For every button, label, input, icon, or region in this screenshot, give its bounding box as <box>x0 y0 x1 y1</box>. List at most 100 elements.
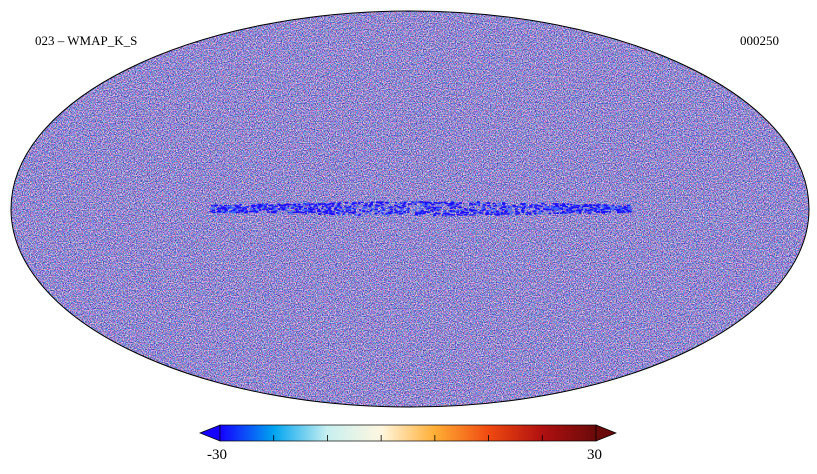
galactic-plane-pixel <box>449 210 453 212</box>
galactic-plane-pixel <box>486 202 491 204</box>
galactic-plane-pixel <box>328 212 333 215</box>
galactic-plane-pixel <box>564 205 568 208</box>
galactic-plane-pixel <box>407 209 409 211</box>
galactic-plane-pixel <box>473 209 478 212</box>
galactic-plane-pixel <box>394 201 398 204</box>
galactic-plane-pixel <box>379 209 384 212</box>
galactic-plane-pixel <box>449 214 453 216</box>
galactic-plane-pixel <box>273 207 277 209</box>
galactic-plane-pixel <box>447 204 450 207</box>
galactic-plane-pixel <box>213 205 217 207</box>
galactic-plane-pixel <box>460 210 465 213</box>
galactic-plane-pixel <box>228 206 231 209</box>
galactic-plane-pixel <box>448 203 453 205</box>
galactic-plane-pixel <box>506 205 510 207</box>
galactic-plane-pixel <box>244 211 248 214</box>
galactic-plane-pixel <box>325 206 328 209</box>
galactic-plane-pixel <box>402 203 406 205</box>
galactic-plane-pixel <box>442 204 445 206</box>
galactic-plane-pixel <box>253 211 256 214</box>
galactic-plane-pixel <box>375 210 378 212</box>
galactic-plane-pixel <box>601 208 605 211</box>
galactic-plane-pixel <box>315 207 319 210</box>
galactic-plane-pixel <box>521 204 525 206</box>
mollweide-sky-map <box>10 10 810 408</box>
galactic-plane-pixel <box>403 211 407 213</box>
galactic-plane-pixel <box>529 212 532 214</box>
galactic-plane-pixel <box>237 205 240 208</box>
galactic-plane-pixel <box>250 208 253 210</box>
galactic-plane-pixel <box>457 206 461 208</box>
galactic-plane-pixel <box>263 208 266 210</box>
galactic-plane-pixel <box>251 204 255 206</box>
galactic-plane-pixel <box>219 207 223 210</box>
galactic-plane-pixel <box>219 204 222 207</box>
galactic-plane-pixel <box>250 210 253 212</box>
galactic-plane-pixel <box>407 211 410 213</box>
galactic-plane-pixel <box>596 211 600 213</box>
galactic-plane-pixel <box>388 206 391 209</box>
galactic-plane-pixel <box>404 202 407 204</box>
galactic-plane-pixel <box>289 211 293 213</box>
galactic-plane-pixel <box>434 207 438 210</box>
galactic-plane-pixel <box>521 210 525 212</box>
galactic-plane-pixel <box>571 210 575 213</box>
galactic-plane-pixel <box>290 207 295 209</box>
galactic-plane-pixel <box>367 205 372 207</box>
galactic-plane-pixel <box>500 213 504 215</box>
galactic-plane-pixel <box>370 201 374 204</box>
galactic-plane-pixel <box>450 211 454 213</box>
galactic-plane-pixel <box>566 211 569 214</box>
galactic-plane-pixel <box>381 213 384 216</box>
galactic-plane-pixel <box>444 210 447 212</box>
galactic-plane-pixel <box>375 206 378 208</box>
galactic-plane-pixel <box>353 207 357 210</box>
galactic-plane-pixel <box>365 206 368 209</box>
galactic-plane-pixel <box>475 203 478 206</box>
galactic-plane-pixel <box>547 208 552 211</box>
galactic-plane-pixel <box>308 207 311 210</box>
galactic-plane-pixel <box>227 207 230 209</box>
galactic-plane-pixel <box>433 208 436 210</box>
galactic-plane-pixel <box>502 213 506 215</box>
galactic-plane-pixel <box>546 207 550 210</box>
galactic-plane-pixel <box>578 204 581 207</box>
galactic-plane-pixel <box>472 206 475 209</box>
galactic-plane-pixel <box>473 203 477 205</box>
galactic-plane-pixel <box>602 211 606 213</box>
galactic-plane-pixel <box>626 209 630 212</box>
galactic-plane-pixel <box>376 205 381 207</box>
galactic-plane-pixel <box>329 202 333 205</box>
galactic-plane-pixel <box>577 209 580 211</box>
galactic-plane-pixel <box>282 212 284 215</box>
galactic-plane-pixel <box>504 211 508 213</box>
galactic-plane-pixel <box>607 205 610 207</box>
galactic-plane-pixel <box>559 208 564 210</box>
galactic-plane-pixel <box>540 205 543 208</box>
galactic-plane-pixel <box>303 207 308 210</box>
galactic-plane-pixel <box>358 213 362 215</box>
galactic-plane-pixel <box>316 204 320 206</box>
galactic-plane-pixel <box>422 203 425 206</box>
galactic-plane-pixel <box>221 208 225 210</box>
galactic-plane-pixel <box>441 214 444 217</box>
galactic-plane-pixel <box>600 211 603 214</box>
galactic-plane-pixel <box>294 205 297 207</box>
galactic-plane-pixel <box>262 208 265 211</box>
galactic-plane-pixel <box>388 212 392 215</box>
galactic-plane-pixel <box>578 212 581 214</box>
galactic-plane-pixel <box>456 211 459 214</box>
galactic-plane-pixel <box>283 209 286 211</box>
galactic-plane-pixel <box>385 213 388 215</box>
galactic-plane-pixel <box>243 209 247 212</box>
galactic-plane-pixel <box>321 205 325 208</box>
galactic-plane-pixel <box>277 208 281 210</box>
galactic-plane-pixel <box>481 207 485 210</box>
galactic-plane-pixel <box>624 208 629 211</box>
galactic-plane-pixel <box>593 207 597 210</box>
galactic-plane-pixel <box>252 205 256 207</box>
galactic-plane-pixel <box>319 203 321 206</box>
galactic-plane-pixel <box>486 210 489 212</box>
galactic-plane-pixel <box>578 210 582 213</box>
galactic-plane-pixel <box>515 213 519 215</box>
